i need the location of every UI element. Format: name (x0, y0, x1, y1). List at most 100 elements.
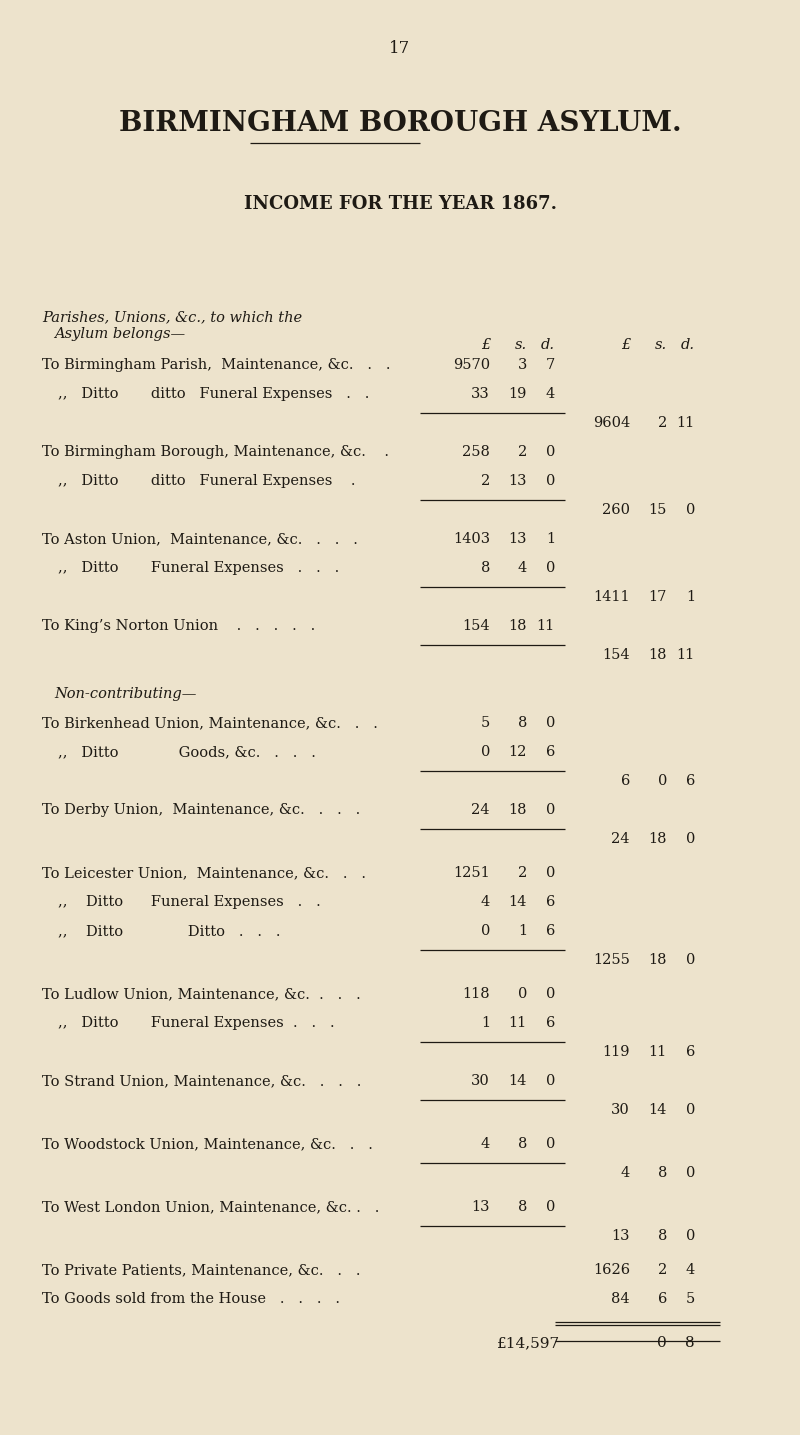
Text: 0: 0 (686, 1228, 695, 1243)
Text: d.: d. (681, 339, 695, 352)
Text: 6: 6 (686, 773, 695, 788)
Text: 18: 18 (509, 804, 527, 817)
Text: 13: 13 (509, 532, 527, 545)
Text: 6: 6 (621, 773, 630, 788)
Text: 154: 154 (602, 649, 630, 662)
Text: To King’s Norton Union    .   .   .   .   .: To King’s Norton Union . . . . . (42, 618, 315, 633)
Text: 17: 17 (390, 40, 410, 57)
Text: 11: 11 (509, 1016, 527, 1030)
Text: 0: 0 (481, 745, 490, 759)
Text: 0: 0 (546, 716, 555, 730)
Text: 4: 4 (546, 387, 555, 400)
Text: 8: 8 (658, 1228, 667, 1243)
Text: 5: 5 (686, 1292, 695, 1306)
Text: To Goods sold from the House   .   .   .   .: To Goods sold from the House . . . . (42, 1292, 340, 1306)
Text: ,,   Ditto       Funeral Expenses  .   .   .: ,, Ditto Funeral Expenses . . . (58, 1016, 334, 1030)
Text: 0: 0 (518, 987, 527, 1002)
Text: 15: 15 (649, 504, 667, 517)
Text: To Derby Union,  Maintenance, &c.   .   .   .: To Derby Union, Maintenance, &c. . . . (42, 804, 360, 817)
Text: To Aston Union,  Maintenance, &c.   .   .   .: To Aston Union, Maintenance, &c. . . . (42, 532, 358, 545)
Text: 0: 0 (686, 953, 695, 967)
Text: 8: 8 (658, 1167, 667, 1180)
Text: To Birmingham Parish,  Maintenance, &c.   .   .: To Birmingham Parish, Maintenance, &c. .… (42, 357, 390, 372)
Text: 0: 0 (658, 1336, 667, 1350)
Text: 8: 8 (518, 716, 527, 730)
Text: 4: 4 (481, 1137, 490, 1151)
Text: 1: 1 (481, 1016, 490, 1030)
Text: ,,    Ditto      Funeral Expenses   .   .: ,, Ditto Funeral Expenses . . (58, 895, 321, 908)
Text: 24: 24 (471, 804, 490, 817)
Text: To Leicester Union,  Maintenance, &c.   .   .: To Leicester Union, Maintenance, &c. . . (42, 865, 366, 880)
Text: 0: 0 (546, 561, 555, 575)
Text: To Strand Union, Maintenance, &c.   .   .   .: To Strand Union, Maintenance, &c. . . . (42, 1073, 362, 1088)
Text: 13: 13 (471, 1200, 490, 1214)
Text: 33: 33 (471, 387, 490, 400)
Text: £: £ (621, 339, 630, 352)
Text: 14: 14 (509, 1073, 527, 1088)
Text: 119: 119 (602, 1045, 630, 1059)
Text: 11: 11 (649, 1045, 667, 1059)
Text: s.: s. (515, 339, 527, 352)
Text: 0: 0 (546, 804, 555, 817)
Text: 30: 30 (471, 1073, 490, 1088)
Text: 6: 6 (546, 895, 555, 908)
Text: 2: 2 (518, 865, 527, 880)
Text: 1251: 1251 (454, 865, 490, 880)
Text: 17: 17 (649, 590, 667, 604)
Text: 258: 258 (462, 445, 490, 459)
Text: 0: 0 (546, 1137, 555, 1151)
Text: 3: 3 (518, 357, 527, 372)
Text: To Woodstock Union, Maintenance, &c.   .   .: To Woodstock Union, Maintenance, &c. . . (42, 1137, 373, 1151)
Text: 4: 4 (518, 561, 527, 575)
Text: 6: 6 (546, 924, 555, 938)
Text: 0: 0 (546, 1073, 555, 1088)
Text: 6: 6 (658, 1292, 667, 1306)
Text: 18: 18 (509, 618, 527, 633)
Text: 11: 11 (677, 649, 695, 662)
Text: ,,   Ditto             Goods, &c.   .   .   .: ,, Ditto Goods, &c. . . . (58, 745, 316, 759)
Text: Asylum belongs—: Asylum belongs— (54, 327, 185, 342)
Text: 30: 30 (611, 1104, 630, 1116)
Text: 2: 2 (481, 474, 490, 488)
Text: 9570: 9570 (453, 357, 490, 372)
Text: 6: 6 (546, 745, 555, 759)
Text: To Private Patients, Maintenance, &c.   .   .: To Private Patients, Maintenance, &c. . … (42, 1263, 361, 1277)
Text: 18: 18 (649, 832, 667, 847)
Text: 0: 0 (686, 1104, 695, 1116)
Text: 18: 18 (649, 953, 667, 967)
Text: 0: 0 (658, 773, 667, 788)
Text: 0: 0 (686, 1167, 695, 1180)
Text: 8: 8 (518, 1137, 527, 1151)
Text: 0: 0 (546, 1200, 555, 1214)
Text: 0: 0 (686, 832, 695, 847)
Text: 1626: 1626 (593, 1263, 630, 1277)
Text: 7: 7 (546, 357, 555, 372)
Text: 12: 12 (509, 745, 527, 759)
Text: 0: 0 (481, 924, 490, 938)
Text: 1: 1 (686, 590, 695, 604)
Text: 118: 118 (462, 987, 490, 1002)
Text: To Birkenhead Union, Maintenance, &c.   .   .: To Birkenhead Union, Maintenance, &c. . … (42, 716, 378, 730)
Text: 0: 0 (546, 445, 555, 459)
Text: 24: 24 (611, 832, 630, 847)
Text: 4: 4 (686, 1263, 695, 1277)
Text: 6: 6 (546, 1016, 555, 1030)
Text: Non-contributing—: Non-contributing— (54, 687, 196, 702)
Text: £: £ (481, 339, 490, 352)
Text: 11: 11 (537, 618, 555, 633)
Text: 19: 19 (509, 387, 527, 400)
Text: 2: 2 (658, 416, 667, 430)
Text: 0: 0 (686, 504, 695, 517)
Text: To Ludlow Union, Maintenance, &c.  .   .   .: To Ludlow Union, Maintenance, &c. . . . (42, 987, 361, 1002)
Text: 1: 1 (546, 532, 555, 545)
Text: 4: 4 (481, 895, 490, 908)
Text: Parishes, Unions, &c., to which the: Parishes, Unions, &c., to which the (42, 310, 302, 324)
Text: 1411: 1411 (594, 590, 630, 604)
Text: 2: 2 (518, 445, 527, 459)
Text: 5: 5 (481, 716, 490, 730)
Text: 0: 0 (546, 987, 555, 1002)
Text: 8: 8 (686, 1336, 695, 1350)
Text: 260: 260 (602, 504, 630, 517)
Text: 9604: 9604 (593, 416, 630, 430)
Text: 1: 1 (518, 924, 527, 938)
